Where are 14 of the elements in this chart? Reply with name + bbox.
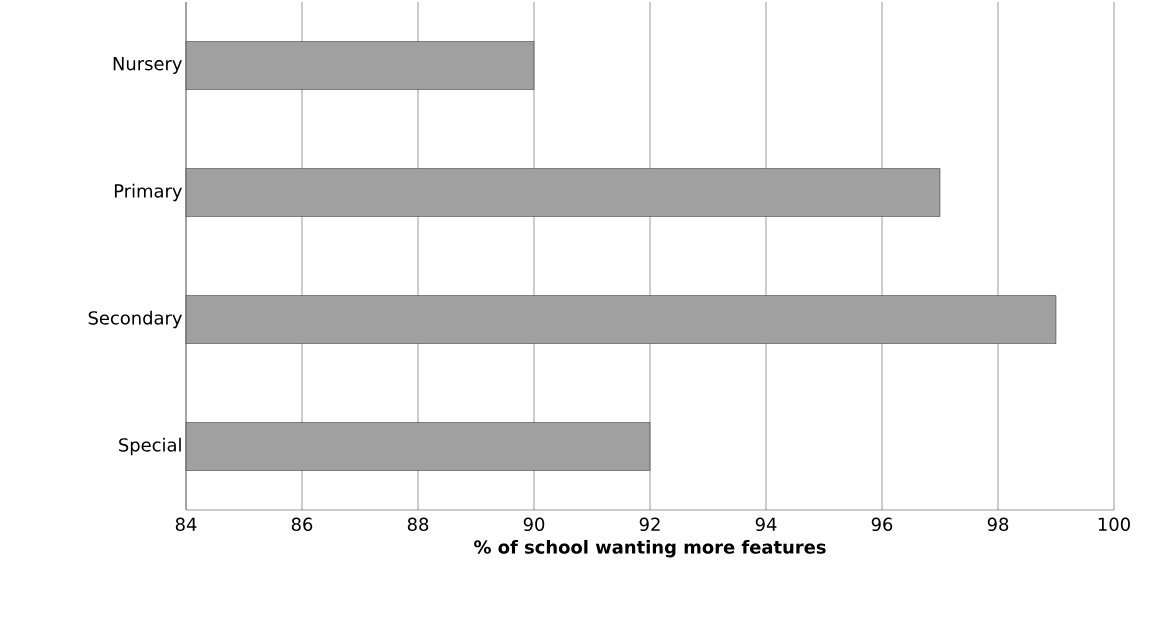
- y-tick-label: Secondary: [88, 310, 182, 329]
- y-tick-label: Primary: [114, 183, 182, 202]
- x-tick-label: 84: [175, 517, 197, 532]
- x-axis-title: % of school wanting more features: [474, 539, 826, 558]
- x-tick-label: 98: [987, 517, 1009, 532]
- y-tick-label: Nursery: [113, 57, 182, 74]
- x-tick-label: 94: [755, 517, 777, 532]
- x-tick-label: 96: [871, 517, 893, 532]
- x-tick-label: 92: [639, 517, 660, 532]
- y-tick-label: Special: [119, 437, 181, 456]
- x-tick-label: 100: [1098, 517, 1130, 532]
- x-tick-label: 88: [407, 517, 429, 532]
- x-tick-label: 90: [523, 517, 545, 532]
- x-tick-label: 86: [291, 517, 313, 532]
